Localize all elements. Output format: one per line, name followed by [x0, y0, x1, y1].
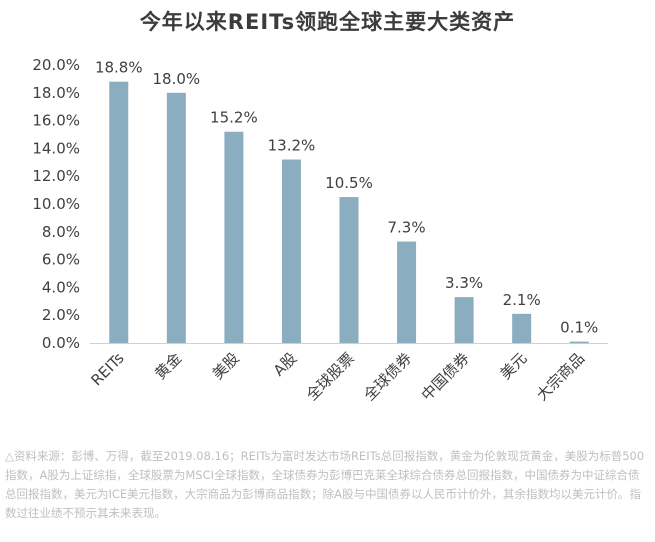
y-tick-label: 0.0% — [42, 334, 80, 352]
bar — [454, 297, 474, 343]
bar-value-label: 18.8% — [95, 59, 143, 77]
bar — [109, 81, 129, 344]
bar — [224, 131, 244, 343]
source-footnote: △资料来源：彭博、万得，截至2019.08.16；REITs为富时发达市场REI… — [5, 449, 645, 520]
bar-value-label: 3.3% — [445, 274, 483, 292]
x-tick-label: 美元 — [497, 349, 531, 383]
x-axis-labels: REITs 黄金 美股 A股 全球股票 全球债券 中国债券 美元 大宗商品 — [87, 349, 588, 404]
bar-value-label: 7.3% — [388, 219, 426, 237]
x-tick-label: 中国债券 — [418, 349, 473, 404]
bar-value-label: 15.2% — [210, 109, 258, 127]
bar — [281, 159, 301, 343]
value-labels: 18.8% 18.0% 15.2% 13.2% 10.5% 7.3% 3.3% 2.1% 0.1… — [95, 59, 598, 337]
y-tick-label: 2.0% — [42, 306, 80, 324]
bar — [166, 92, 186, 343]
chart-title: 今年以来REITs领跑全球主要大类资产 — [139, 10, 516, 34]
y-tick-label: 20.0% — [32, 56, 80, 74]
y-tick-label: 10.0% — [32, 195, 80, 213]
y-tick-label: 6.0% — [42, 251, 80, 269]
bar — [397, 241, 417, 343]
bar-value-label: 2.1% — [503, 291, 541, 309]
bars — [109, 81, 589, 344]
y-tick-label: 16.0% — [32, 112, 80, 130]
bar-chart: 0.0% 2.0% 4.0% 6.0% 8.0% 10.0% 12.0% 14.0% 16.0%… — [32, 56, 608, 404]
x-tick-label: 大宗商品 — [533, 349, 588, 404]
bar-value-label: 13.2% — [268, 137, 316, 155]
x-tick-label: REITs — [87, 349, 127, 389]
bar-value-label: 0.1% — [560, 319, 598, 337]
y-axis: 0.0% 2.0% 4.0% 6.0% 8.0% 10.0% 12.0% 14.0% 16.0%… — [32, 56, 80, 352]
bar — [512, 313, 532, 343]
y-tick-label: 18.0% — [32, 84, 80, 102]
y-tick-label: 12.0% — [32, 167, 80, 185]
x-tick-label: 全球股票 — [303, 349, 358, 404]
x-tick-label: A股 — [270, 349, 301, 380]
bar — [339, 197, 359, 343]
x-tick-label: 黄金 — [151, 349, 185, 383]
bar — [569, 341, 589, 344]
y-tick-label: 8.0% — [42, 223, 80, 241]
y-tick-label: 4.0% — [42, 278, 80, 296]
x-tick-label: 美股 — [209, 349, 243, 383]
bar-value-label: 18.0% — [153, 70, 201, 88]
x-tick-label: 全球债券 — [360, 349, 415, 404]
y-tick-label: 14.0% — [32, 139, 80, 157]
bar-value-label: 10.5% — [325, 174, 373, 192]
